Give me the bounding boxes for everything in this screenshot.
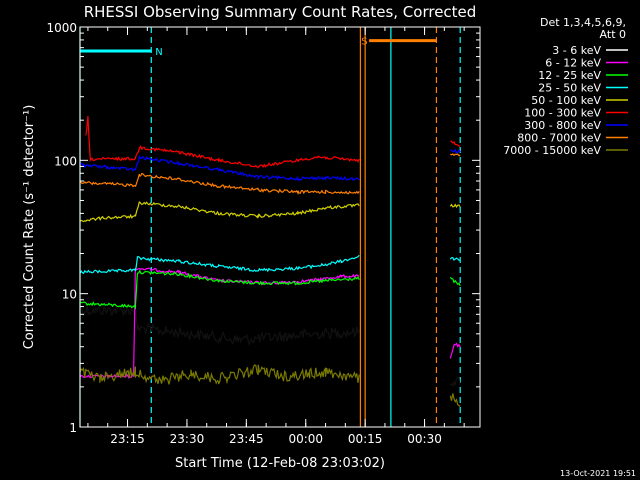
x-tick-label: 23:15 — [110, 432, 145, 446]
legend-label: 7000 - 15000 keV — [503, 144, 601, 157]
series-line — [79, 172, 360, 196]
x-tick-label: 00:15 — [348, 432, 383, 446]
series-4 — [79, 201, 461, 223]
series-line — [449, 342, 461, 359]
legend-label: 300 - 800 keV — [524, 119, 601, 132]
legend-header-line2: Att 0 — [600, 28, 626, 41]
series-line — [450, 148, 461, 154]
y-tick-label: 1000 — [46, 21, 77, 35]
legend-label: 25 - 50 keV — [538, 82, 601, 95]
x-tick-label: 00:00 — [288, 432, 323, 446]
y-tick-label: 1 — [69, 421, 77, 435]
series-0 — [79, 305, 461, 388]
x-tick-label: 23:45 — [229, 432, 264, 446]
series-line — [449, 256, 461, 262]
series-7 — [79, 153, 461, 196]
y-tick-label: 10 — [62, 288, 77, 302]
series-line — [85, 115, 360, 169]
y-axis-label: Corrected Count Rate (s⁻¹ detector⁻¹) — [22, 105, 37, 350]
series-line — [450, 140, 461, 147]
legend-label: 12 - 25 keV — [538, 69, 601, 82]
series-line — [79, 305, 360, 347]
series-line — [449, 276, 461, 287]
series-line — [79, 269, 360, 310]
legend-label: 100 - 300 keV — [524, 107, 601, 120]
series-2 — [79, 269, 461, 310]
series-5 — [85, 115, 461, 169]
x-tick-label: 23:30 — [170, 432, 205, 446]
series-line — [449, 393, 461, 408]
footer-date: 13-Oct-2021 19:51 — [560, 469, 636, 478]
legend-header-line1: Det 1,3,4,5,6,9, — [540, 16, 626, 29]
series-line — [79, 201, 360, 223]
legend-label: 6 - 12 keV — [545, 57, 601, 70]
series-3 — [79, 254, 461, 274]
flag-label: S — [361, 37, 367, 48]
series-line — [449, 153, 461, 157]
series-line — [79, 364, 360, 385]
chart-title: RHESSI Observing Summary Count Rates, Co… — [84, 3, 477, 21]
series-line — [79, 154, 360, 182]
legend-label: 3 - 6 keV — [552, 44, 601, 57]
series-line — [79, 254, 360, 274]
legend-label: 800 - 7000 keV — [517, 132, 601, 145]
y-ticks: 1 10 100 1000 — [46, 21, 480, 435]
series-8 — [79, 364, 461, 408]
plot-axes: 1 10 100 1000 23:15 23:30 23:45 00:00 00:15 00:3… — [46, 21, 481, 446]
series-line — [449, 376, 461, 388]
legend-label: 50 - 100 keV — [531, 94, 601, 107]
x-tick-label: 00:30 — [407, 432, 442, 446]
y-tick-label: 100 — [54, 154, 77, 168]
flag-label: N — [155, 47, 162, 58]
plot-marks: NS — [79, 27, 461, 427]
x-ticks: 23:15 23:30 23:45 00:00 00:15 00:30 — [87, 27, 465, 446]
series-6 — [79, 148, 461, 182]
plot-frame — [79, 26, 481, 428]
series-line — [449, 203, 461, 209]
x-axis-label: Start Time (12-Feb-08 23:03:02) — [175, 456, 385, 471]
